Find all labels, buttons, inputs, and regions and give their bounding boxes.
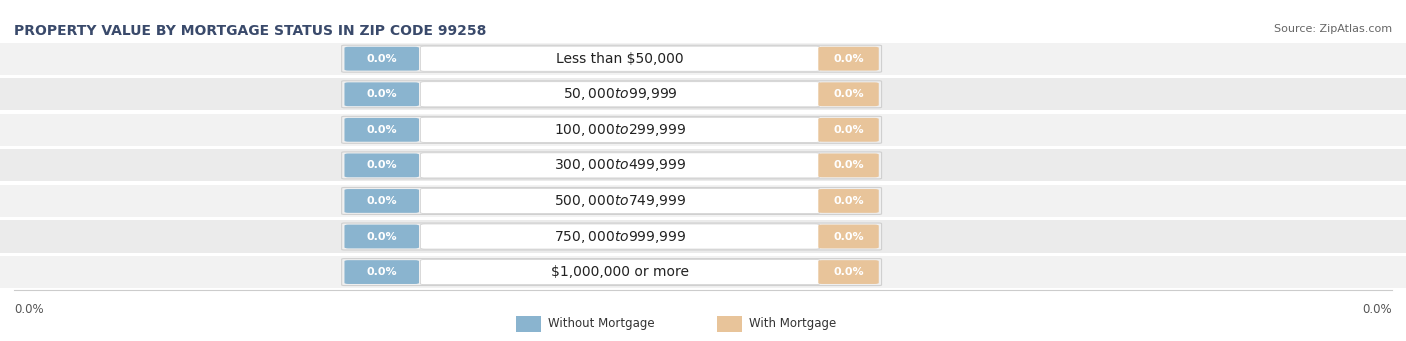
Text: 0.0%: 0.0%: [834, 125, 863, 135]
Text: PROPERTY VALUE BY MORTGAGE STATUS IN ZIP CODE 99258: PROPERTY VALUE BY MORTGAGE STATUS IN ZIP…: [14, 24, 486, 38]
Text: Without Mortgage: Without Mortgage: [548, 317, 655, 330]
Text: 0.0%: 0.0%: [834, 160, 863, 170]
Text: $300,000 to $499,999: $300,000 to $499,999: [554, 158, 686, 173]
Text: 0.0%: 0.0%: [834, 267, 863, 277]
Text: 0.0%: 0.0%: [367, 232, 396, 241]
Text: $750,000 to $999,999: $750,000 to $999,999: [554, 228, 686, 244]
Text: 0.0%: 0.0%: [367, 125, 396, 135]
Text: 0.0%: 0.0%: [834, 232, 863, 241]
Text: 0.0%: 0.0%: [367, 89, 396, 99]
Text: $500,000 to $749,999: $500,000 to $749,999: [554, 193, 686, 209]
Text: 0.0%: 0.0%: [14, 303, 44, 316]
Text: $50,000 to $99,999: $50,000 to $99,999: [562, 86, 678, 102]
Text: 0.0%: 0.0%: [367, 160, 396, 170]
Text: With Mortgage: With Mortgage: [749, 317, 837, 330]
Text: $100,000 to $299,999: $100,000 to $299,999: [554, 122, 686, 138]
Text: 0.0%: 0.0%: [367, 196, 396, 206]
Text: 0.0%: 0.0%: [367, 267, 396, 277]
Text: 0.0%: 0.0%: [1362, 303, 1392, 316]
Text: 0.0%: 0.0%: [834, 89, 863, 99]
Text: $1,000,000 or more: $1,000,000 or more: [551, 265, 689, 279]
Text: Source: ZipAtlas.com: Source: ZipAtlas.com: [1274, 24, 1392, 34]
Text: 0.0%: 0.0%: [834, 196, 863, 206]
Text: 0.0%: 0.0%: [834, 54, 863, 64]
Text: 0.0%: 0.0%: [367, 54, 396, 64]
Text: Less than $50,000: Less than $50,000: [557, 52, 683, 66]
